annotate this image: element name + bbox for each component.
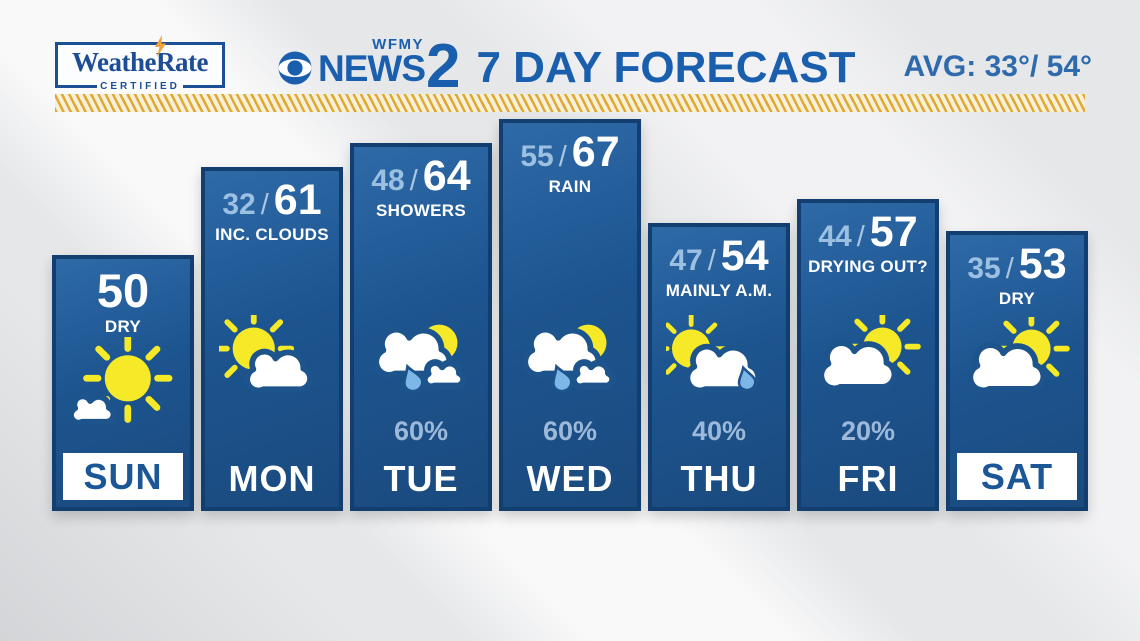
forecast-day-column: 44 / 57 DRYING OUT? 20% FRI [797,199,939,511]
temp-separator: / [707,245,716,277]
day-label-slot: TUE [354,451,488,507]
weather-icon-slot [517,313,623,411]
weather-icon-slot [368,313,474,411]
sun-behind-cloud-icon [818,315,921,392]
certified-dash-right [187,85,204,88]
weatherate-logo: WeatheRate CERTIFIED [55,35,225,92]
sun-behind-cloud-icon [967,317,1070,394]
day-label-slot: WED [503,451,637,507]
temp-separator: / [558,141,567,173]
cbs-eye-icon [278,51,312,85]
weatherate-brand-left: Weathe [72,46,157,77]
page-title: 7 DAY FORECAST [476,43,856,92]
lightning-bolt-icon [155,35,166,57]
temp-separator: / [409,165,418,197]
high-temp: 67 [571,128,620,176]
temp-separator: / [260,189,269,221]
partly-cloudy-icon [219,315,313,394]
precip-chance: 40% [691,415,747,446]
hatched-divider-band [55,94,1085,112]
day-label: SUN [83,455,163,497]
weather-icon-slot [815,313,921,411]
forecast-day-column: 35 / 53 DRY SAT [946,231,1088,511]
day-condition: DRY [104,317,142,336]
day-label: SAT [980,455,1054,497]
station-logo: WFMY NEWS [318,36,426,89]
day-temps: 50 [97,267,149,314]
day-label-slot: SAT [950,453,1084,507]
low-temp: 48 [371,164,405,197]
certified-label: CERTIFIED [58,81,222,92]
weather-icon-slot [70,337,176,433]
high-temp: 53 [1018,240,1067,288]
average-temps-label: AVG: 33°/ 54° [903,50,1092,83]
day-temps: 32 / 61 [222,179,321,222]
day-label: WED [526,458,614,499]
low-temp: 32 [222,188,256,221]
forecast-day-column: 48 / 64 SHOWERS 60% TUE [350,143,492,511]
weather-icon-slot [964,315,1070,413]
day-condition: INC. CLOUDS [215,225,329,244]
low-temp: 35 [967,252,1001,285]
day-label-slot: MON [205,451,339,507]
forecast-day-column: 32 / 61 INC. CLOUDS MON [201,167,343,511]
weather-icon-slot [666,313,772,411]
day-temps: 44 / 57 [818,211,917,254]
mostly-sunny-icon [70,337,173,426]
day-label-slot: THU [652,451,786,507]
high-temp: 57 [869,208,918,256]
day-temps: 48 / 64 [371,155,470,198]
high-temp: 54 [720,232,769,280]
temp-separator: / [1005,253,1014,285]
high-temp: 50 [96,264,150,317]
temp-separator: / [856,221,865,253]
station-news-word: NEWS [318,48,426,89]
day-label: THU [680,458,758,499]
header-title-cluster: WFMY NEWS 2 7 DAY FORECAST [278,30,856,101]
day-label: FRI [837,458,899,499]
forecast-day-column: 55 / 67 RAIN 60% WED [499,119,641,511]
high-temp: 61 [273,176,322,224]
day-label-slot: SUN [56,453,190,507]
low-temp: 44 [818,220,852,253]
forecast-day-column: 47 / 54 MAINLY A.M. 40% THU [648,223,790,511]
day-temps: 55 / 67 [520,131,619,174]
day-label-slot: FRI [801,451,935,507]
day-label-box: SAT [957,453,1077,500]
day-condition: DRYING OUT? [808,257,928,276]
certified-dash-left [76,85,93,88]
precip-chance: 20% [840,415,896,446]
weather-icon-slot [219,313,325,411]
day-condition: DRY [998,289,1036,308]
showers-icon [522,324,616,393]
day-label: MON [228,458,316,499]
day-condition: MAINLY A.M. [665,281,773,300]
precip-chance: 60% [393,415,449,446]
low-temp: 55 [520,140,554,173]
day-label: TUE [383,458,459,499]
high-temp: 64 [422,152,471,200]
am-showers-icon [666,315,762,394]
forecast-day-column: 50 DRY SUN [52,255,194,511]
station-channel-number: 2 [426,31,461,101]
day-temps: 47 / 54 [669,235,768,278]
day-condition: RAIN [548,177,592,196]
station-call-letters: WFMY [372,36,424,53]
day-temps: 35 / 53 [967,243,1066,286]
weatherate-brand: WeatheRate [72,47,208,78]
precip-chance: 60% [542,415,598,446]
day-label-box: SUN [63,453,183,500]
weatherate-brand-right: Rate [156,46,208,77]
low-temp: 47 [669,244,703,277]
showers-icon [373,324,467,393]
day-condition: SHOWERS [376,201,466,220]
